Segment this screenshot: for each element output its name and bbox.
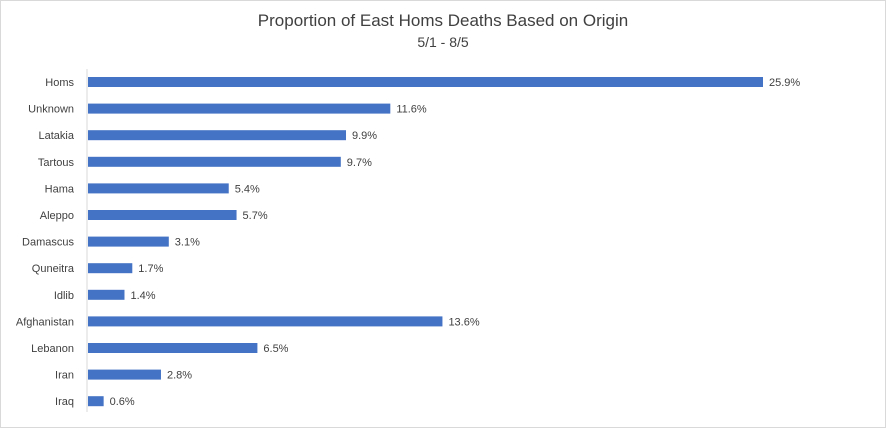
category-label: Iraq	[55, 396, 74, 408]
category-label: Latakia	[39, 130, 75, 142]
bar	[88, 183, 229, 194]
data-label: 2.8%	[167, 370, 192, 382]
data-label: 0.6%	[110, 396, 135, 408]
bar	[88, 156, 341, 167]
bar	[88, 236, 169, 247]
category-label: Idlib	[54, 290, 74, 302]
data-label: 6.5%	[263, 343, 288, 355]
data-label: 9.9%	[352, 130, 377, 142]
data-label: 9.7%	[347, 157, 372, 169]
bar	[88, 103, 391, 114]
bar	[88, 210, 237, 220]
category-label: Unknown	[28, 104, 74, 116]
data-label: 5.7%	[243, 210, 268, 222]
bar	[88, 343, 258, 353]
data-label: 3.1%	[175, 237, 200, 249]
data-label: 13.6%	[448, 316, 479, 328]
category-label: Hama	[45, 183, 75, 195]
category-label: Afghanistan	[16, 316, 74, 328]
data-label: 11.6%	[396, 104, 427, 116]
chart-title: Proportion of East Homs Deaths Based on …	[257, 11, 629, 30]
bar	[88, 130, 347, 141]
category-label: Aleppo	[40, 210, 74, 222]
data-label: 1.7%	[138, 263, 163, 275]
data-label: 1.4%	[130, 290, 155, 302]
bar	[88, 396, 104, 407]
bar	[88, 77, 763, 87]
bar	[88, 316, 443, 327]
bar	[88, 369, 161, 380]
category-label: Iran	[55, 370, 74, 382]
bar	[88, 289, 125, 300]
bar	[88, 263, 133, 274]
category-label: Damascus	[22, 237, 74, 249]
data-label: 25.9%	[769, 77, 800, 89]
chart-subtitle: 5/1 - 8/5	[417, 34, 469, 50]
category-label: Tartous	[38, 157, 75, 169]
data-label: 5.4%	[235, 183, 260, 195]
category-label: Quneitra	[32, 263, 75, 275]
category-label: Homs	[45, 77, 74, 89]
category-label: Lebanon	[31, 343, 74, 355]
